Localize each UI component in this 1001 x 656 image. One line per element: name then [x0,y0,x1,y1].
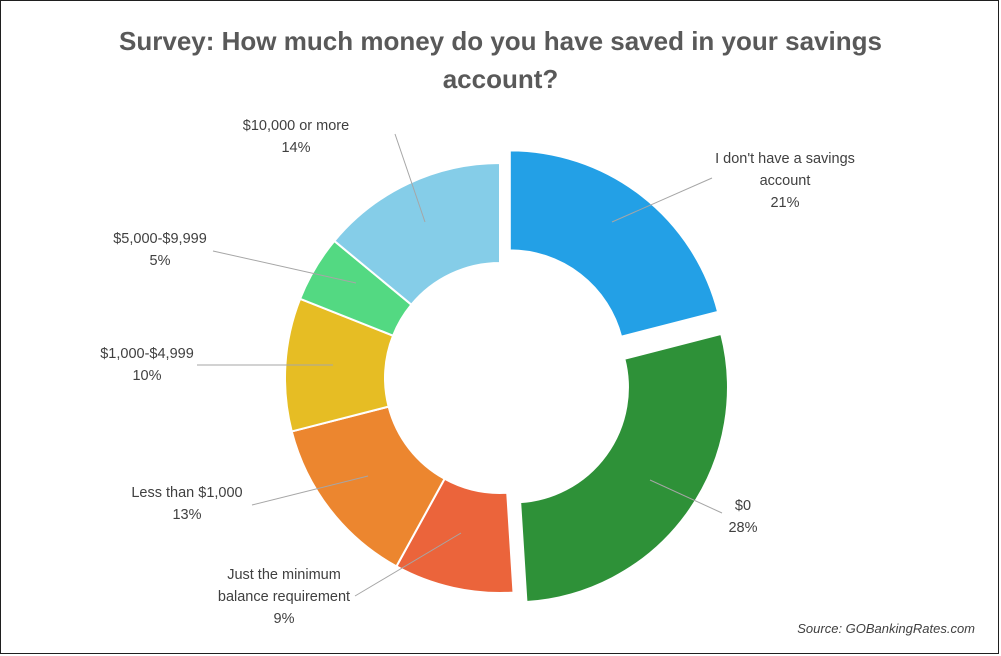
leader-line [251,475,369,506]
slice-label: Less than $1,000 13% [131,485,242,523]
donut-slice [508,149,720,338]
slice-label-line: account [760,173,811,189]
slice-label-line: $5,000-$9,999 [113,231,207,247]
donut-slice [519,332,729,604]
slice-label-line: Less than $1,000 [131,485,242,501]
slice-label-line: Just the minimum [227,567,341,583]
slice-label: Just the minimum balance requirement 9% [218,567,350,627]
slice-label-line: $0 [735,498,751,514]
leader-line [649,479,723,514]
leader-line [394,133,426,223]
slice-label: $1,000-$4,999 10% [100,346,194,384]
slice-label: $5,000-$9,999 5% [113,231,207,269]
slice-percent: 28% [728,520,757,536]
donut-slice [332,161,501,307]
slice-label: $0 28% [728,498,757,536]
leader-line [354,532,462,597]
slice-percent: 10% [132,368,161,384]
slice-label: $10,000 or more 14% [243,118,349,156]
slice-label-line: $1,000-$4,999 [100,346,194,362]
slice-percent: 13% [172,507,201,523]
slice-label-line: I don't have a savings [715,151,855,167]
slice-percent: 21% [770,195,799,211]
leader-line [212,250,357,284]
leader-line [611,177,713,223]
slice-percent: 14% [281,140,310,156]
slice-label: I don't have a savings account 21% [715,151,855,211]
chart-title-line-1: Survey: How much money do you have saved… [119,26,882,56]
source-note: Source: GOBankingRates.com [797,621,975,636]
slice-label-line: balance requirement [218,589,350,605]
chart-title: Survey: How much money do you have saved… [0,22,1001,98]
slice-percent: 5% [150,253,171,269]
chart-title-line-2: account? [442,64,559,94]
slice-percent: 9% [274,611,295,627]
slice-label-line: $10,000 or more [243,118,349,134]
